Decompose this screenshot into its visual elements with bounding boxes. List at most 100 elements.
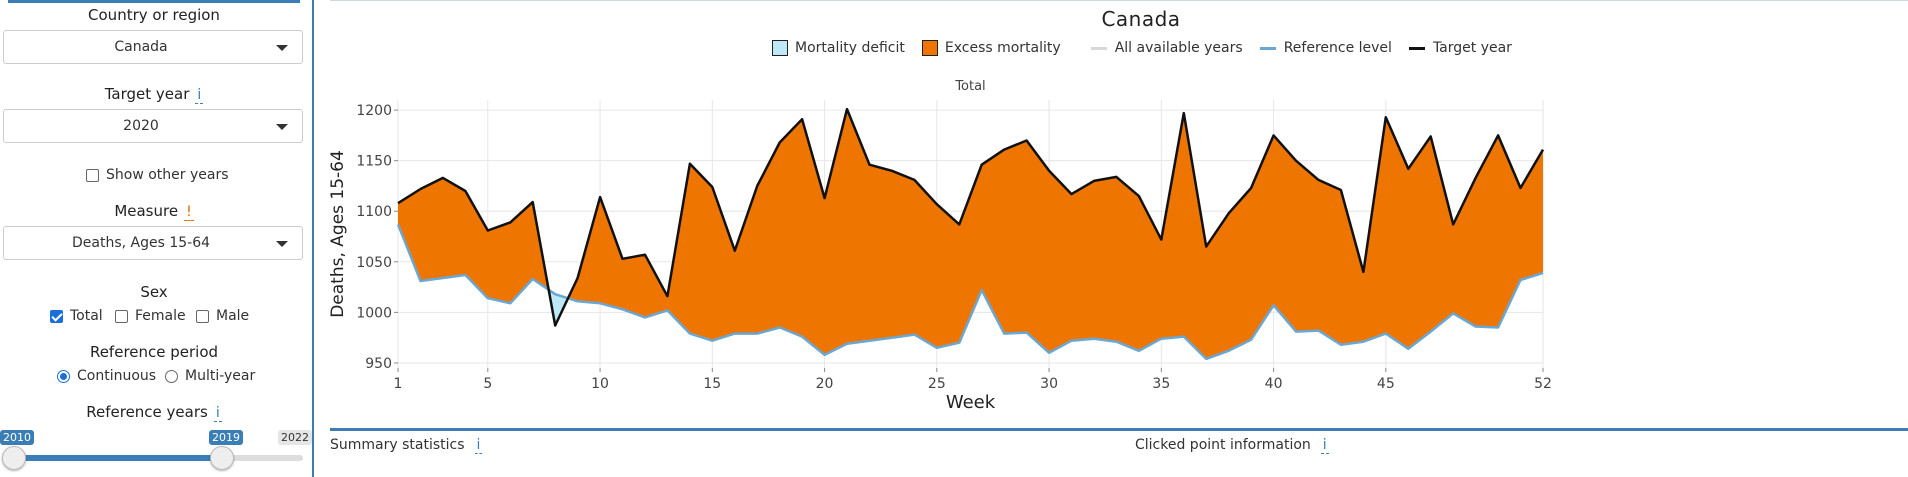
target-year-point[interactable] [552,323,558,329]
target-year-point[interactable] [1473,175,1479,181]
target-year-point[interactable] [1383,114,1389,120]
target-year-point[interactable] [1069,191,1075,197]
target-year-point[interactable] [911,177,917,183]
target-year-point[interactable] [575,275,581,281]
sex-option-female[interactable]: Female [115,308,186,324]
target-year-point[interactable] [440,175,446,181]
target-year-point[interactable] [687,161,693,167]
target-year-point[interactable] [1450,221,1456,227]
target-year-point[interactable] [956,221,962,227]
target-year-point[interactable] [1315,177,1321,183]
target-year-point[interactable] [709,184,715,190]
sex-male-checkbox[interactable] [196,309,209,323]
target-year-point[interactable] [1360,269,1366,275]
target-year-point[interactable] [1181,110,1187,116]
slider-to-badge: 2019 [209,430,243,445]
sex-female-label: Female [135,308,186,324]
info-icon[interactable]: i [195,87,204,104]
legend-target[interactable]: Target year [1408,40,1512,56]
target-year-point[interactable] [1518,185,1524,191]
continuous-radio[interactable] [57,369,70,383]
target-year-point[interactable] [485,227,491,233]
top-divider [330,0,1908,1]
target-year-point[interactable] [889,168,895,174]
measure-label-row: Measure! [0,202,308,221]
legend-all-years-label: All available years [1114,40,1243,56]
target-year-point[interactable] [732,248,738,254]
slider-max-badge: 2022 [278,430,312,445]
target-year-point[interactable] [799,116,805,122]
target-year-point[interactable] [844,106,850,112]
target-year-point[interactable] [530,199,536,205]
target-year-point[interactable] [1338,187,1344,193]
legend-reference[interactable]: Reference level [1259,40,1392,56]
slider-from-badge: 2010 [0,430,34,445]
target-year-point[interactable] [1024,137,1030,143]
target-year-point[interactable] [822,195,828,201]
legend-deficit-label: Mortality deficit [795,40,905,56]
target-year-point[interactable] [642,252,648,258]
target-year-point[interactable] [1271,132,1277,138]
show-other-years-option[interactable]: Show other years [86,167,229,183]
x-tick-label: 5 [483,376,492,392]
reference-swatch [1259,46,1276,50]
sex-option-male[interactable]: Male [196,308,249,324]
mortality-deficit-area [548,289,568,326]
reference-years-label-row: Reference years i [0,403,308,422]
y-tick-label: 1100 [356,204,392,220]
target-year-point[interactable] [1293,158,1299,164]
target-year-point[interactable] [507,219,513,225]
target-year-point[interactable] [620,256,626,262]
info-icon[interactable]: i [474,437,483,454]
target-year-line [397,107,1545,327]
target-year-point[interactable] [1203,244,1209,250]
slider-handle-to[interactable] [210,446,234,470]
multiyear-label: Multi-year [185,368,256,384]
target-year-point[interactable] [1158,237,1164,243]
y-tick-label: 1050 [356,255,392,271]
legend-deficit[interactable]: Mortality deficit [772,40,905,56]
target-year-point[interactable] [1405,166,1411,172]
reference-period-multiyear[interactable]: Multi-year [165,368,255,384]
target-year-point[interactable] [1540,147,1546,153]
legend-all-years[interactable]: All available years [1090,40,1243,56]
target-year-point[interactable] [754,183,760,189]
show-other-years-checkbox[interactable] [86,168,99,182]
sex-option-total[interactable]: Total [50,308,103,324]
target-year-point[interactable] [1136,193,1142,199]
info-icon[interactable]: i [213,405,222,422]
target-year-point[interactable] [866,162,872,168]
target-year-point[interactable] [979,162,985,168]
target-year-select[interactable]: 2020 [3,109,303,143]
sex-female-checkbox[interactable] [115,309,128,323]
target-year-point[interactable] [1001,147,1007,153]
multiyear-radio[interactable] [165,369,178,383]
target-year-point[interactable] [934,201,940,207]
reference-period-continuous[interactable]: Continuous [57,368,156,384]
target-year-point[interactable] [664,293,670,299]
target-year-point[interactable] [462,188,468,194]
sex-total-checkbox[interactable] [50,309,63,323]
alert-icon[interactable]: ! [184,204,194,221]
country-select[interactable]: Canada [3,30,303,64]
chevron-down-icon [276,124,288,130]
measure-select[interactable]: Deaths, Ages 15-64 [3,226,303,260]
slider-handle-from[interactable] [2,446,26,470]
target-swatch [1408,46,1425,50]
target-year-point[interactable] [1091,178,1097,184]
target-year-point[interactable] [777,139,783,145]
target-year-point[interactable] [1248,185,1254,191]
target-year-point[interactable] [1495,132,1501,138]
target-year-point[interactable] [1428,133,1434,139]
target-year-point[interactable] [395,200,401,206]
info-icon[interactable]: i [1320,437,1329,454]
target-year-point[interactable] [417,186,423,192]
target-year-point[interactable] [597,194,603,200]
target-year-point[interactable] [1046,168,1052,174]
deficit-swatch [772,40,788,56]
target-year-point[interactable] [1113,174,1119,180]
chart-title: Canada [1101,7,1181,31]
target-year-point[interactable] [1226,210,1232,216]
legend-excess[interactable]: Excess mortality [921,40,1061,56]
